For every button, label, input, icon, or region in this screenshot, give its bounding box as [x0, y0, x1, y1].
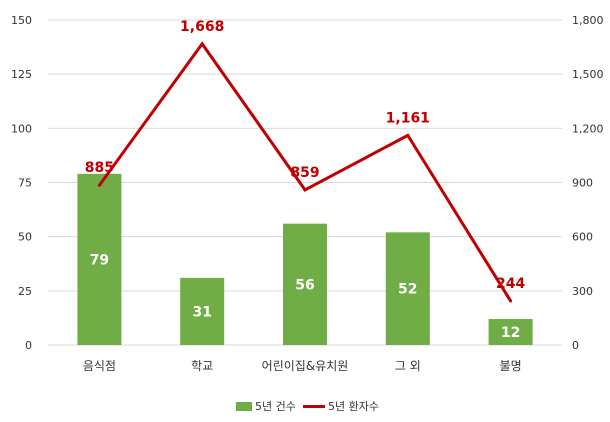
category-labels: 음식점 학교 어린이집&유치원 그 외 불명	[83, 359, 522, 373]
right-axis-ticks: 0 300 600 900 1,200 1,500 1,800	[572, 14, 604, 352]
line-series	[97, 41, 513, 303]
bar	[385, 232, 430, 345]
bar-data-labels: 79 31 56 52 12	[90, 252, 521, 341]
bar	[180, 277, 225, 345]
right-tick-label: 300	[572, 285, 593, 298]
bar-series	[77, 173, 533, 345]
bar-value-label: 52	[398, 282, 417, 298]
left-tick-label: 75	[18, 177, 32, 190]
bar	[283, 223, 327, 345]
line-value-label: 885	[85, 160, 114, 176]
line-data-labels: 885 1,668 859 1,161 244	[85, 19, 526, 292]
bar-value-label: 12	[501, 325, 520, 341]
line-point	[509, 299, 513, 303]
line-value-label: 859	[290, 165, 319, 181]
left-tick-label: 25	[18, 285, 32, 298]
right-tick-label: 1,200	[572, 122, 604, 135]
left-tick-label: 50	[18, 231, 32, 244]
left-axis-ticks: 0 25 50 75 100 125 150	[11, 14, 32, 352]
right-tick-label: 0	[572, 339, 579, 352]
legend: 5년 건수 5년 환자수	[236, 400, 379, 413]
line-point	[303, 188, 307, 192]
category-label: 음식점	[83, 359, 116, 373]
line-point	[97, 183, 101, 187]
line-point	[406, 133, 410, 137]
right-tick-label: 1,800	[572, 14, 604, 27]
bar	[77, 173, 122, 345]
bar	[488, 319, 533, 345]
right-tick-label: 1,500	[572, 68, 604, 81]
left-tick-label: 0	[25, 339, 32, 352]
right-tick-label: 600	[572, 231, 593, 244]
line-value-label: 1,668	[180, 19, 224, 35]
bar-value-label: 31	[192, 304, 211, 320]
category-label: 어린이집&유치원	[262, 359, 349, 373]
category-label: 학교	[191, 359, 213, 373]
line-point	[200, 42, 204, 46]
line-value-label: 244	[496, 276, 525, 292]
left-tick-label: 150	[11, 14, 32, 27]
category-label: 불명	[500, 359, 522, 373]
bar-value-label: 56	[295, 277, 314, 293]
line-value-label: 1,161	[386, 110, 430, 126]
legend-label-line: 5년 환자수	[328, 400, 379, 413]
left-tick-label: 125	[11, 68, 32, 81]
bar-value-label: 79	[90, 252, 109, 268]
left-tick-label: 100	[11, 122, 32, 135]
legend-swatch-bar	[236, 402, 252, 411]
category-label: 그 외	[395, 359, 421, 373]
right-tick-label: 900	[572, 177, 593, 190]
legend-label-bar: 5년 건수	[255, 400, 296, 413]
